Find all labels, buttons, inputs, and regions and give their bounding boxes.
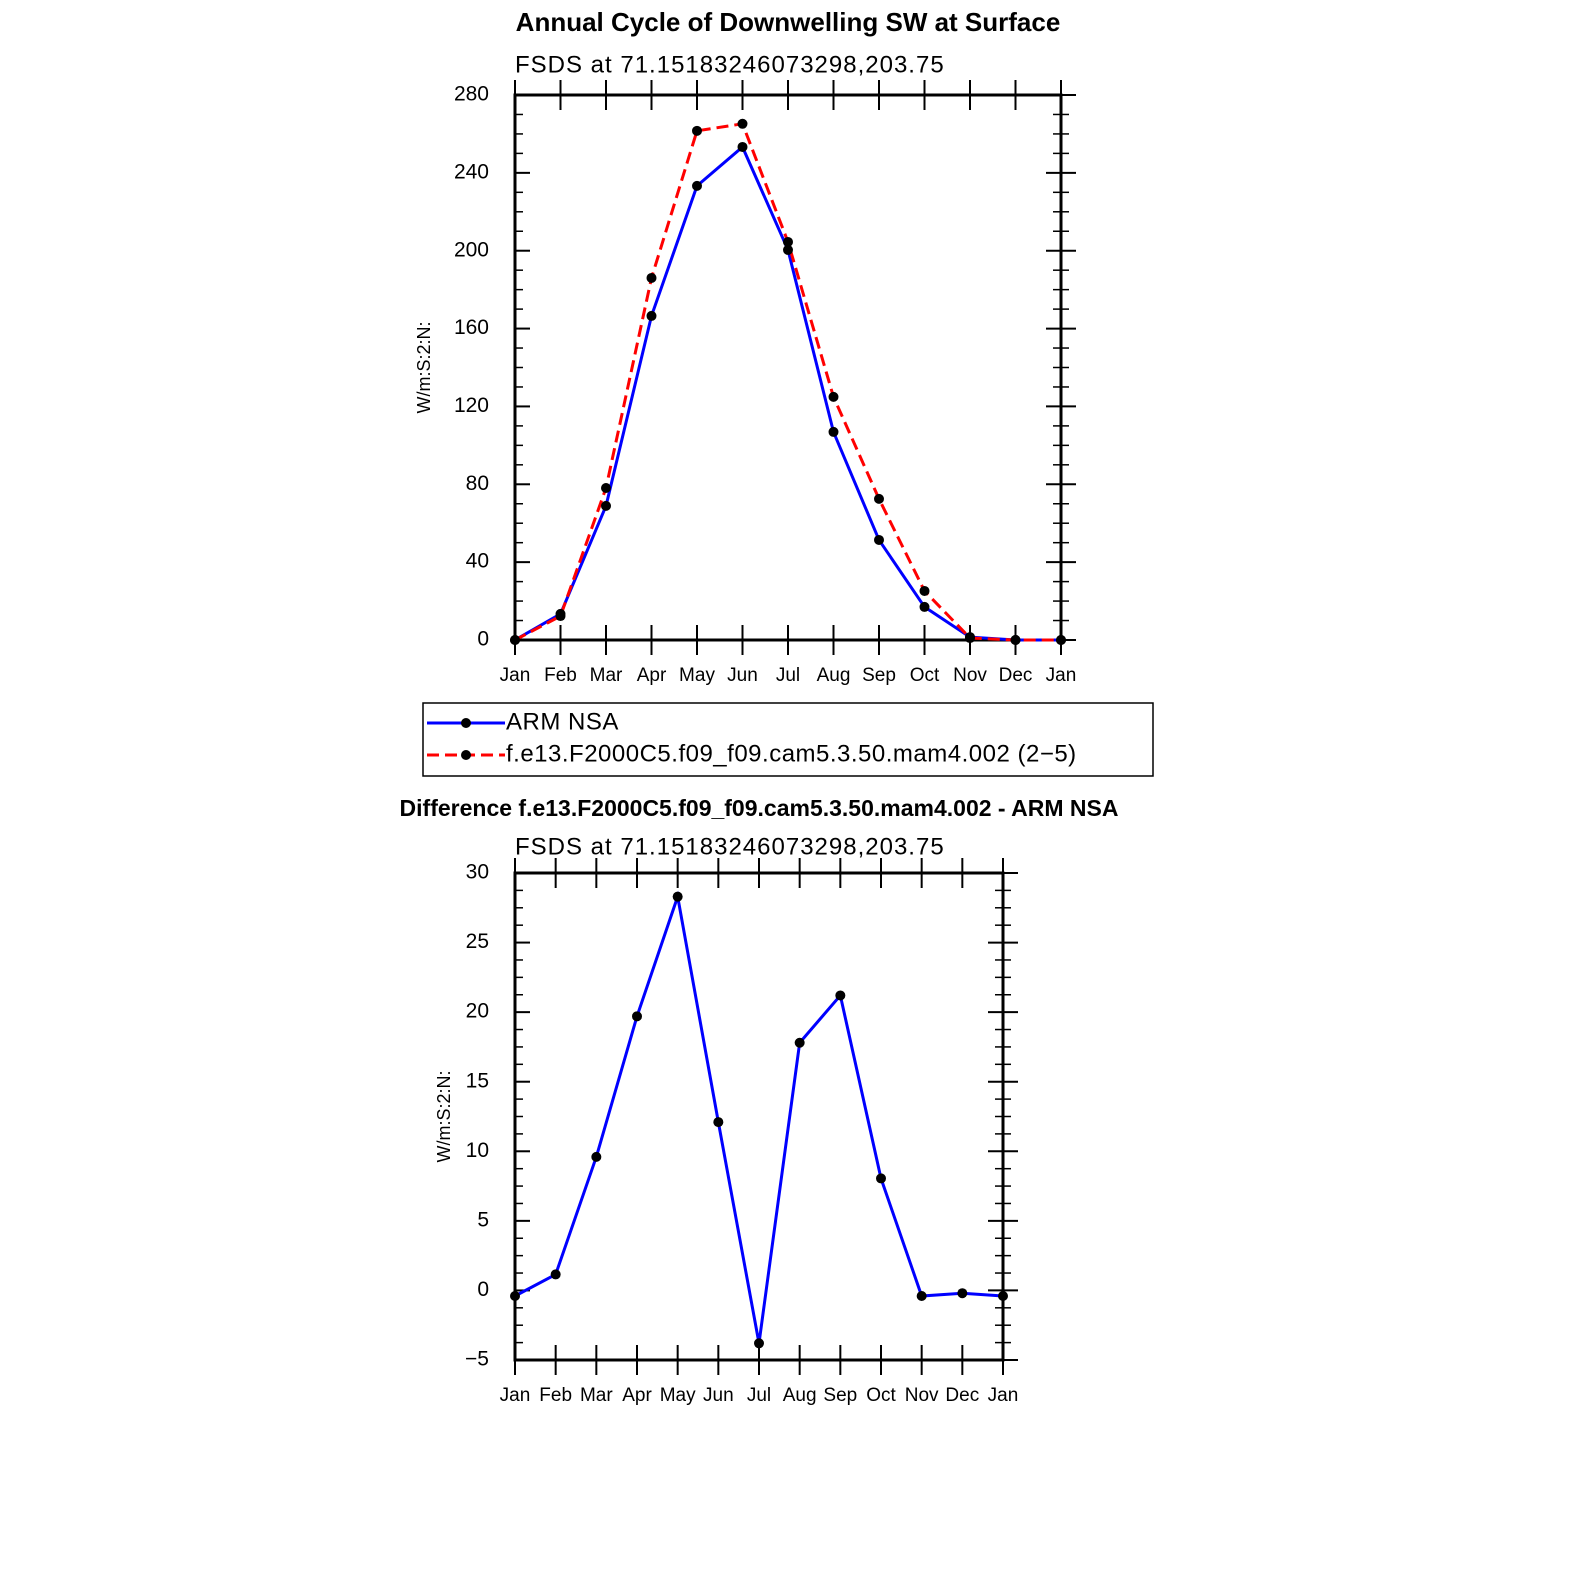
y-tick-label: 0 xyxy=(477,628,489,651)
chart-subtitle: FSDS at 71.15183246073298,203.75 xyxy=(515,51,945,78)
data-point xyxy=(919,601,930,612)
data-point xyxy=(632,1011,642,1022)
data-point xyxy=(737,118,748,129)
x-tick-label: May xyxy=(660,1385,696,1406)
y-tick-label: 280 xyxy=(454,83,489,106)
data-point xyxy=(957,1288,968,1299)
y-tick-label: 0 xyxy=(477,1278,489,1301)
data-point xyxy=(510,635,520,645)
x-tick-label: Jul xyxy=(776,665,800,686)
x-tick-label: Jan xyxy=(500,665,531,686)
data-point xyxy=(646,310,657,321)
x-tick-label: Nov xyxy=(953,665,987,686)
data-point xyxy=(601,482,611,493)
y-tick-label: 240 xyxy=(454,160,489,183)
y-tick-label: 10 xyxy=(466,1139,489,1162)
x-tick-label: Oct xyxy=(866,1385,896,1406)
data-point xyxy=(510,1290,520,1301)
data-point xyxy=(916,1290,927,1301)
legend-label: ARM NSA xyxy=(506,708,619,735)
y-tick-label: 80 xyxy=(466,472,489,495)
x-tick-label: Feb xyxy=(544,665,577,686)
plot-frame xyxy=(513,871,1005,1362)
chart-title: Difference f.e13.F2000C5.f09_f09.cam5.3.… xyxy=(400,795,1119,821)
y-tick-label: 200 xyxy=(454,238,489,261)
data-point xyxy=(1010,635,1021,645)
y-tick-label: 20 xyxy=(466,1000,489,1023)
series-line xyxy=(514,144,1061,642)
data-point xyxy=(965,633,975,644)
x-tick-label: May xyxy=(679,665,715,686)
x-tick-label: Jul xyxy=(747,1385,771,1406)
x-tick-label: Jan xyxy=(1046,665,1077,686)
x-tick-label: Sep xyxy=(862,665,896,686)
data-point xyxy=(591,1151,602,1162)
x-tick-label: Jun xyxy=(703,1385,734,1406)
legend-marker xyxy=(461,750,471,760)
y-axis-label: W/m:S:2:N: xyxy=(414,321,434,413)
x-tick-label: Apr xyxy=(622,1385,652,1406)
data-point xyxy=(737,141,748,152)
data-point xyxy=(874,534,884,545)
data-point xyxy=(794,1037,805,1048)
y-tick-label: 120 xyxy=(454,394,489,417)
data-point xyxy=(646,272,657,283)
data-point xyxy=(919,585,930,596)
x-tick-label: Mar xyxy=(580,1385,613,1406)
data-point xyxy=(672,891,683,902)
x-tick-label: Feb xyxy=(539,1385,572,1406)
y-tick-label: −5 xyxy=(465,1348,489,1371)
data-point xyxy=(692,125,702,136)
legend-marker xyxy=(461,718,471,728)
series-line xyxy=(514,122,1061,642)
x-tick-label: Jun xyxy=(727,665,758,686)
x-tick-label: Dec xyxy=(999,665,1033,686)
y-tick-label: 40 xyxy=(466,550,489,573)
data-point xyxy=(998,1290,1008,1301)
legend-label: f.e13.F2000C5.f09_f09.cam5.3.50.mam4.002… xyxy=(506,740,1077,767)
data-point xyxy=(601,500,611,511)
series-line xyxy=(514,890,1004,1344)
data-point xyxy=(754,1338,764,1349)
x-tick-label: Nov xyxy=(905,1385,939,1406)
y-tick-label: 30 xyxy=(466,861,489,884)
data-point xyxy=(874,493,884,504)
chart-title: Annual Cycle of Downwelling SW at Surfac… xyxy=(516,7,1061,37)
data-point xyxy=(828,426,839,437)
data-point xyxy=(783,236,793,247)
y-tick-label: 25 xyxy=(466,930,489,953)
x-tick-label: Jan xyxy=(500,1385,531,1406)
y-axis-label: W/m:S:2:N: xyxy=(434,1070,454,1162)
data-point xyxy=(692,180,702,191)
y-tick-label: 15 xyxy=(466,1069,489,1092)
data-point xyxy=(555,611,566,622)
data-point xyxy=(876,1173,886,1184)
plot-frame xyxy=(513,93,1063,642)
y-tick-label: 5 xyxy=(477,1208,489,1231)
x-tick-label: Jan xyxy=(988,1385,1019,1406)
data-point xyxy=(835,990,846,1001)
data-point xyxy=(713,1117,724,1128)
x-tick-label: Sep xyxy=(823,1385,857,1406)
x-tick-label: Dec xyxy=(945,1385,979,1406)
legend-box xyxy=(422,702,1154,777)
x-tick-label: Oct xyxy=(910,665,940,686)
data-point xyxy=(783,244,793,255)
data-point xyxy=(1056,635,1066,645)
chart-subtitle: FSDS at 71.15183246073298,203.75 xyxy=(515,833,945,860)
data-point xyxy=(550,1269,561,1280)
x-tick-label: Apr xyxy=(637,665,667,686)
y-tick-label: 160 xyxy=(454,316,489,339)
x-tick-label: Aug xyxy=(817,665,851,686)
x-tick-label: Aug xyxy=(783,1385,817,1406)
data-point xyxy=(828,391,839,402)
x-tick-label: Mar xyxy=(590,665,623,686)
